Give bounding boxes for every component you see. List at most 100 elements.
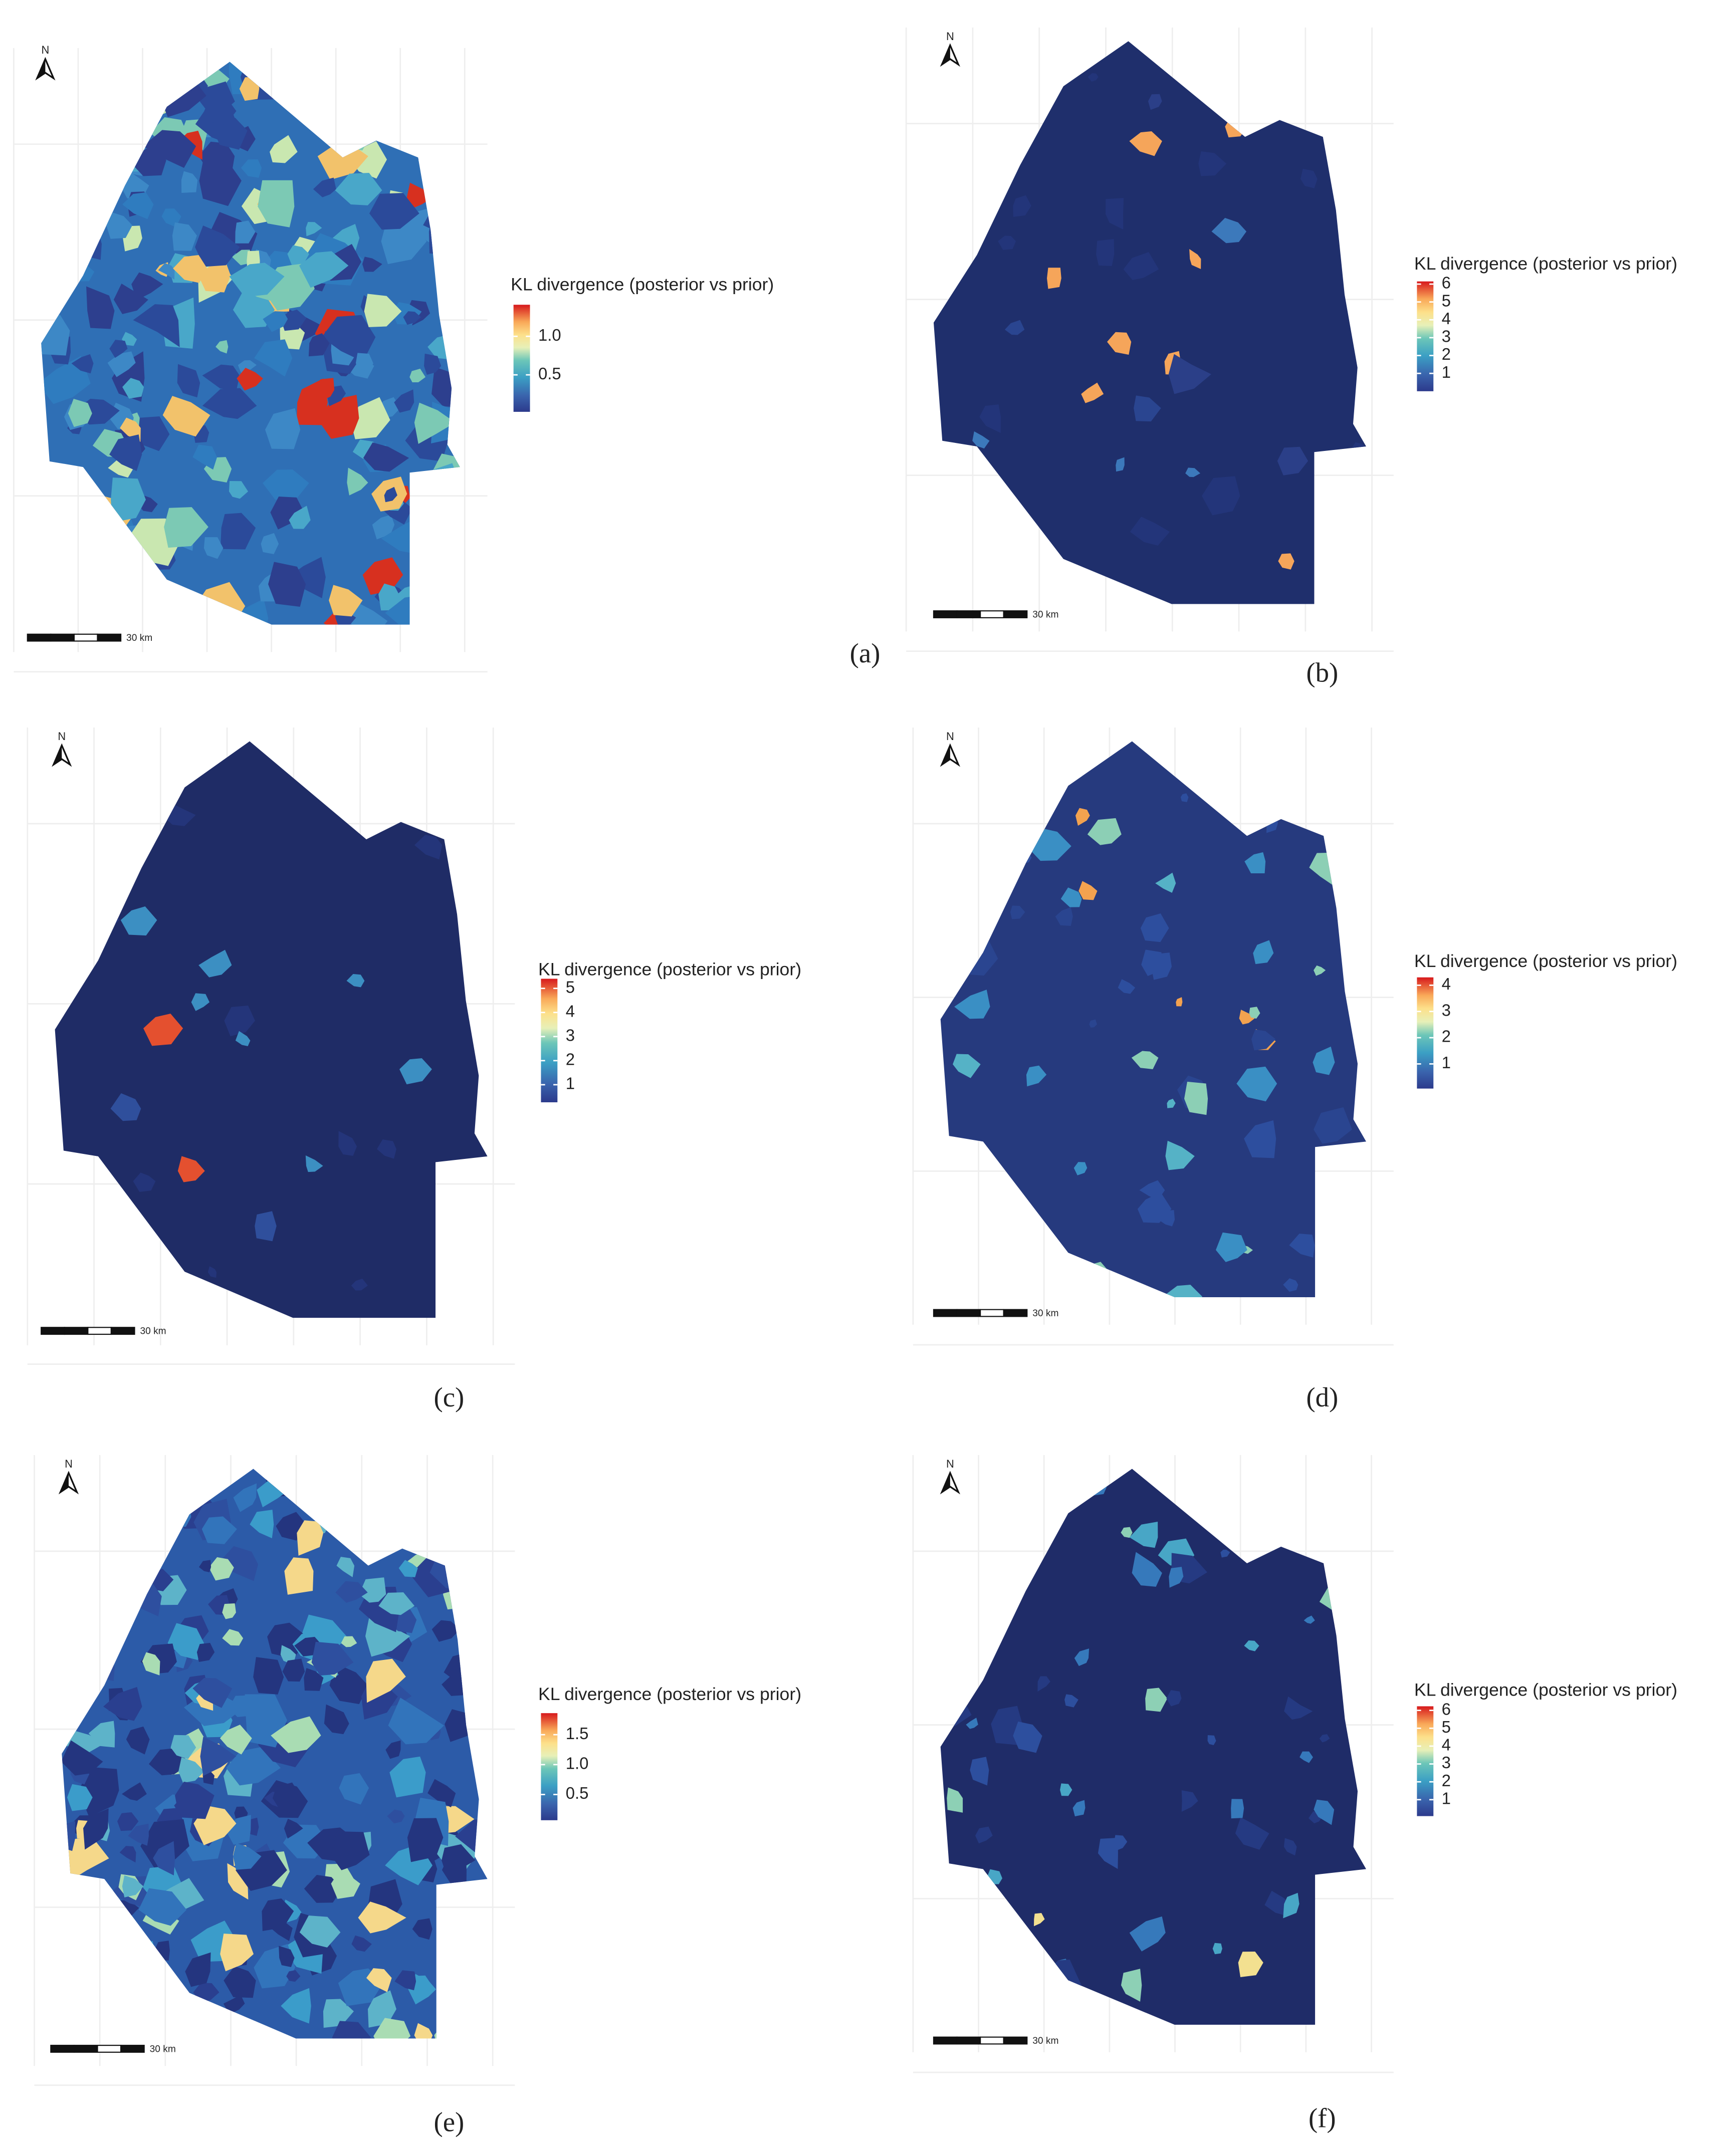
region [131, 105, 159, 131]
panel-label: (e) [434, 2107, 464, 2137]
region [196, 1642, 215, 1662]
region [138, 1943, 150, 1959]
region [125, 1486, 142, 1505]
region [1074, 1648, 1090, 1666]
region [62, 1508, 83, 1550]
region [263, 469, 309, 501]
region [288, 557, 326, 598]
region [61, 561, 86, 591]
region [158, 263, 175, 280]
country-outline [55, 741, 488, 1318]
region [476, 1957, 488, 1977]
region [224, 1005, 256, 1037]
region [1145, 1688, 1168, 1712]
scale-bar [1003, 2036, 1028, 2045]
region [1078, 881, 1098, 900]
region [338, 1131, 357, 1156]
region [280, 309, 307, 331]
region [321, 315, 376, 362]
colorbar [513, 305, 530, 412]
scale-bar [956, 2036, 981, 2045]
region [81, 790, 99, 807]
map-panel: N 30 km KL divergence (posterior vs prior)… [34, 1455, 801, 2137]
region [41, 215, 57, 234]
region [1244, 1120, 1276, 1158]
region [229, 481, 249, 499]
colorbar [1417, 1706, 1434, 1816]
region [449, 1526, 466, 1547]
region [192, 1678, 233, 1708]
region [428, 215, 460, 255]
map-panel: N 30 km KL divergence (posterior vs prior)… [27, 728, 801, 1412]
region [119, 577, 176, 625]
region [106, 211, 133, 239]
region [49, 86, 81, 119]
region [142, 1652, 160, 1675]
region [191, 993, 210, 1011]
region [270, 496, 305, 530]
north-arrow-half [942, 45, 950, 65]
region [1319, 1734, 1330, 1743]
region [1231, 1799, 1244, 1819]
region [62, 1587, 71, 1607]
region [1098, 1837, 1118, 1869]
region [265, 408, 301, 449]
region [1166, 1470, 1197, 1505]
region [1118, 979, 1136, 994]
region [1289, 1234, 1315, 1258]
region [250, 1510, 274, 1539]
region [109, 340, 128, 358]
region [1244, 852, 1266, 874]
region [67, 1660, 91, 1689]
region [1212, 1943, 1222, 1955]
region [229, 263, 285, 297]
scale-bar [120, 2045, 145, 2053]
region [163, 1500, 191, 1527]
region [89, 1983, 114, 2008]
region [115, 1482, 154, 1519]
region [202, 388, 257, 419]
north-arrow-half [60, 1473, 69, 1493]
region [1116, 457, 1125, 472]
legend-tick-label: 2 [1442, 1771, 1451, 1790]
region [312, 378, 335, 402]
scale-bar [110, 1327, 135, 1335]
region [1155, 872, 1176, 893]
region [1198, 151, 1227, 176]
region [343, 1469, 382, 1491]
region [222, 1629, 244, 1646]
region [351, 134, 366, 151]
region [1072, 1800, 1086, 1817]
region [366, 1968, 392, 1992]
scale-bar [87, 1327, 112, 1335]
region [103, 1528, 142, 1571]
north-label: N [946, 1458, 954, 1470]
region [1185, 467, 1201, 477]
region [131, 272, 163, 301]
region [57, 119, 80, 146]
region [1256, 770, 1292, 803]
region [217, 1546, 259, 1581]
region [112, 1199, 129, 1213]
region [1225, 118, 1248, 138]
region [100, 79, 123, 109]
region [1249, 66, 1274, 103]
region [410, 500, 425, 518]
region [441, 1994, 473, 2016]
region [425, 521, 437, 536]
region [1176, 997, 1183, 1007]
scale-bar [97, 633, 122, 642]
region [353, 82, 371, 100]
north-label: N [65, 1458, 73, 1470]
legend-tick-label: 1 [1442, 1789, 1451, 1808]
region [1026, 1065, 1047, 1087]
region [1244, 1640, 1259, 1651]
region [235, 1031, 251, 1046]
region [222, 1603, 236, 1619]
region [441, 286, 460, 321]
region [78, 1535, 124, 1583]
region [970, 87, 996, 116]
country-outline [940, 1469, 1366, 2025]
region [421, 506, 443, 522]
scale-bar [64, 1327, 89, 1335]
